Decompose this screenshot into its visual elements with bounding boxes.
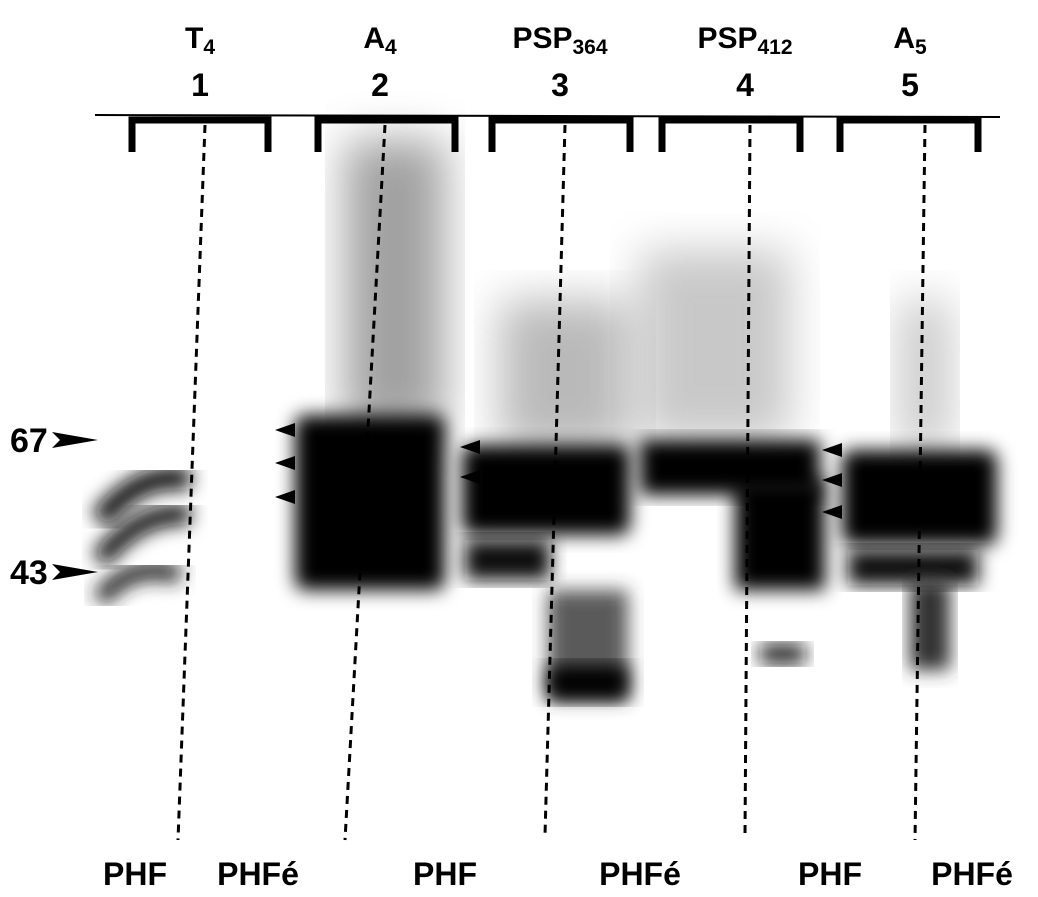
marker-label: 43 [10,554,48,592]
bottom-label: PHFé [931,856,1013,892]
lane-number: 4 [736,67,754,103]
lane-name: T [185,22,203,55]
bottom-label: PHF [103,856,167,892]
lane-name: A [893,22,915,55]
lane-subscript: 4 [203,36,215,59]
lane-number: 2 [371,67,389,103]
gel [91,140,997,700]
lane-subscript: 412 [757,36,792,59]
lane-number: 3 [551,67,569,103]
lane-name: A [363,22,385,55]
lane-number: 5 [901,67,919,103]
lane-subscript: 4 [385,36,397,59]
lane-label: PSP364 [512,22,607,59]
band-arrows [275,423,842,519]
lane-number: 1 [191,67,209,103]
marker-label: 67 [10,422,48,460]
lane-label: A5 [893,22,927,59]
dashed-lines [176,124,927,841]
marker-arrow [52,564,98,580]
lane-name: PSP [697,22,757,55]
bottom-label: PHF [798,856,862,892]
bottom-label: PHFé [599,856,681,892]
lane-name: PSP [512,22,572,55]
lane-label: A4 [363,22,397,59]
lane-label: T4 [185,22,215,59]
bottom-label: PHF [413,856,477,892]
marker-arrow [52,432,98,448]
bottom-label: PHFé [217,856,299,892]
lane-subscript: 364 [572,36,607,59]
lane-label: PSP412 [697,22,792,59]
lane-subscript: 5 [915,36,927,59]
brackets [94,114,1001,152]
